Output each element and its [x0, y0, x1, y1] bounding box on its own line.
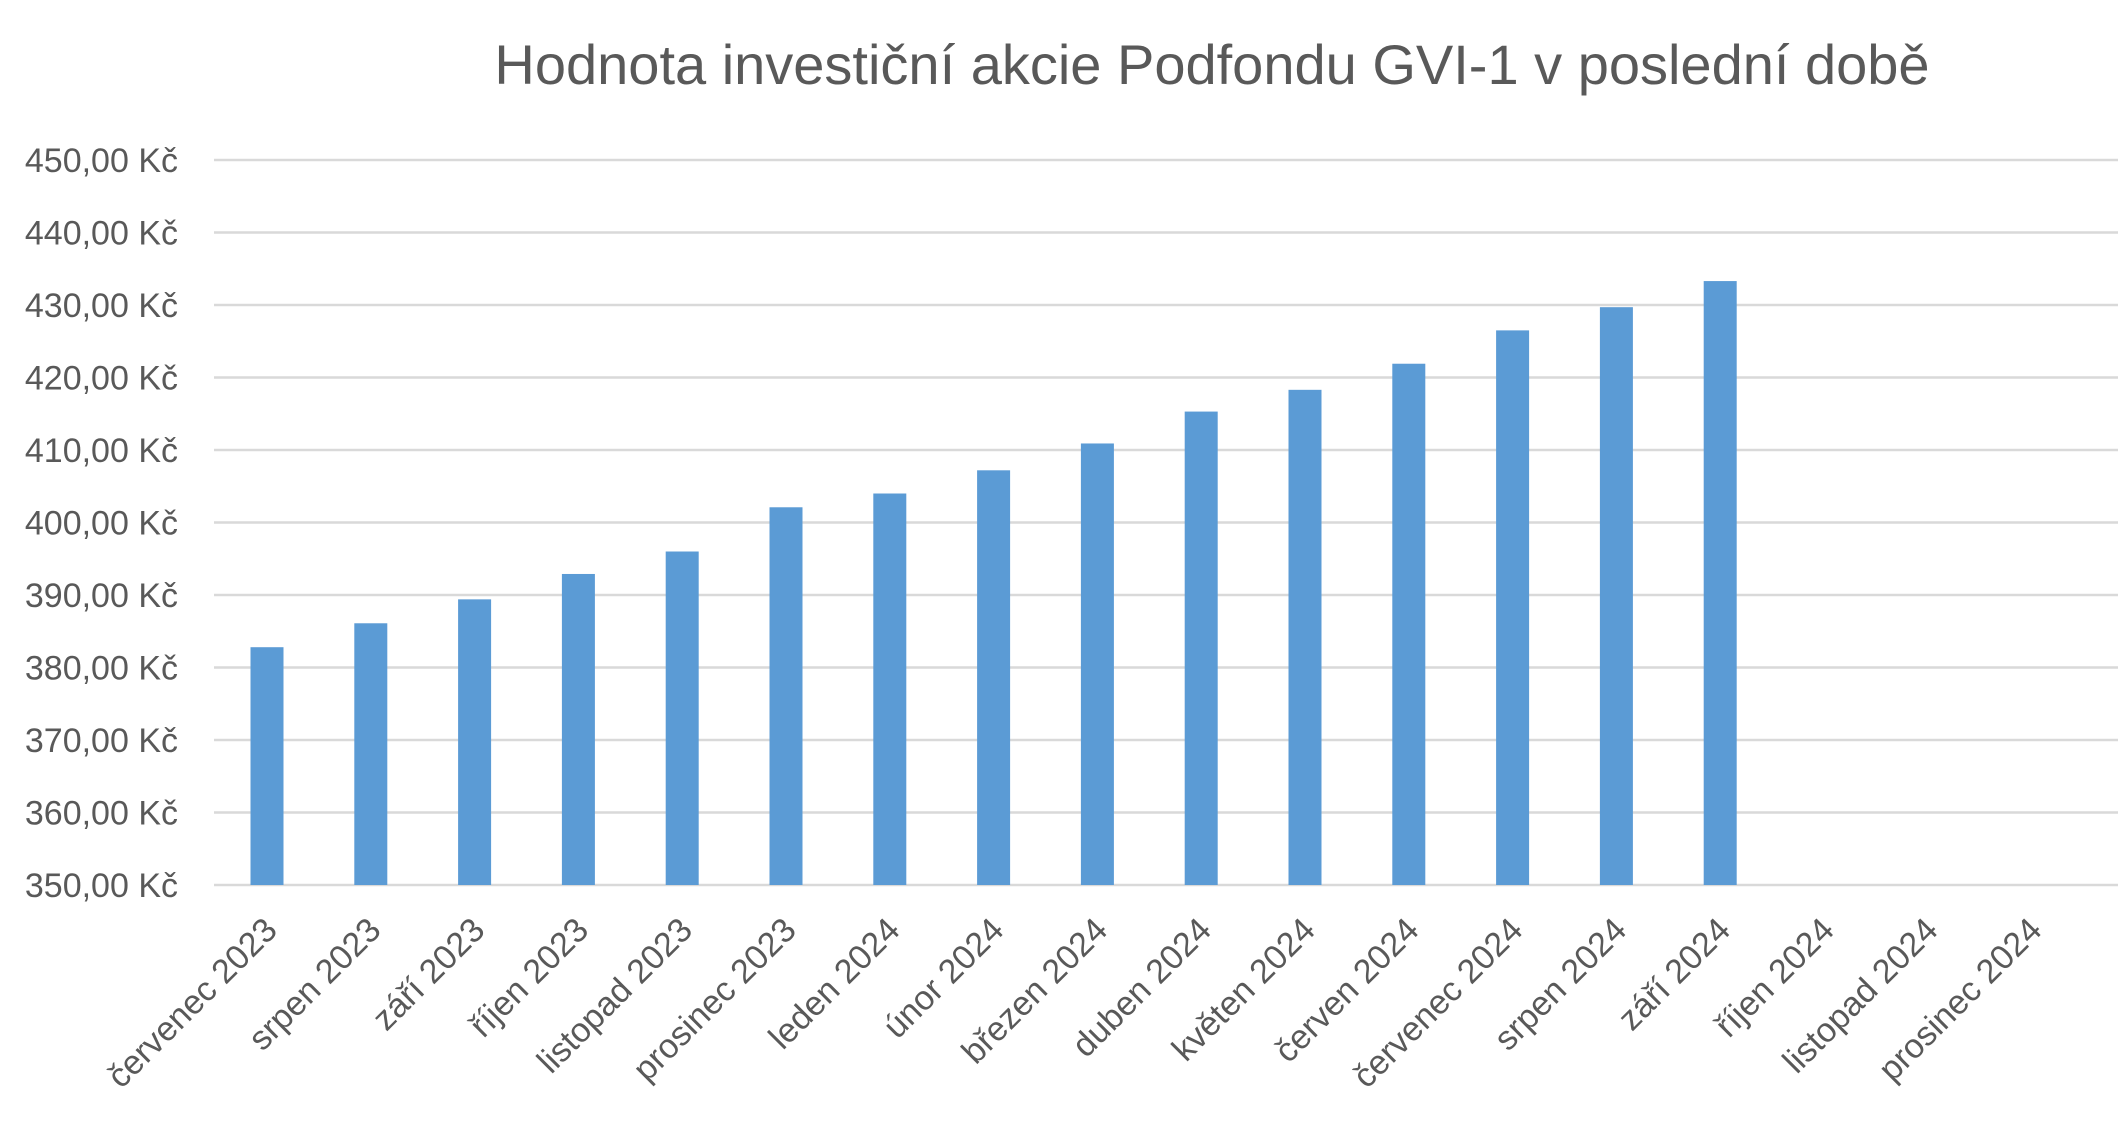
y-tick-label: 390,00 Kč: [25, 577, 178, 615]
bar: [665, 551, 699, 885]
chart-title: Hodnota investiční akcie Podfondu GVI-1 …: [494, 33, 1929, 96]
gridlines: [214, 158, 2118, 887]
bar: [977, 470, 1011, 885]
y-tick-label: 420,00 Kč: [25, 360, 178, 398]
bar: [1496, 330, 1530, 885]
bar: [1184, 411, 1218, 885]
bar: [1599, 307, 1633, 885]
bar: [561, 573, 595, 885]
bar: [1080, 443, 1114, 885]
y-tick-label: 360,00 Kč: [25, 795, 178, 833]
y-tick-label: 370,00 Kč: [25, 722, 178, 760]
y-tick-label: 350,00 Kč: [25, 867, 178, 905]
bars: [250, 281, 1737, 886]
y-tick-label: 440,00 Kč: [25, 215, 178, 253]
bar: [458, 599, 492, 885]
x-tick-label: červenec 2023: [100, 911, 285, 1096]
y-axis-tick-labels: 350,00 Kč 360,00 Kč 370,00 Kč 380,00 Kč 390,…: [25, 142, 178, 905]
bar: [1392, 363, 1426, 886]
bar: [354, 623, 388, 885]
bar: [250, 647, 284, 885]
y-tick-label: 400,00 Kč: [25, 505, 178, 543]
bar: [1703, 281, 1737, 885]
bar: [1288, 389, 1322, 885]
bar: [769, 507, 803, 885]
y-tick-label: 380,00 Kč: [25, 650, 178, 688]
bar: [873, 493, 907, 885]
y-tick-label: 430,00 Kč: [25, 287, 178, 325]
y-tick-label: 450,00 Kč: [25, 142, 178, 180]
y-tick-label: 410,00 Kč: [25, 432, 178, 470]
